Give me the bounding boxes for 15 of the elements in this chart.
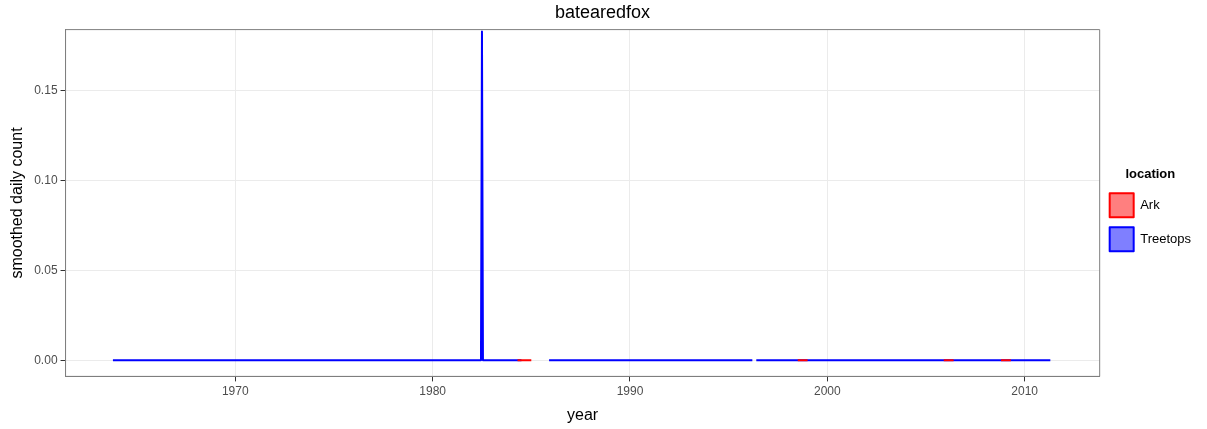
y-tick-label: 0.00 <box>34 352 58 367</box>
legend-title: location <box>1125 165 1176 181</box>
y-axis-title: smoothed daily count <box>8 126 26 279</box>
x-tick-label: 2010 <box>1011 383 1039 398</box>
legend-label: Treetops <box>1140 230 1192 246</box>
x-tick-label: 1970 <box>221 383 249 398</box>
x-tick-label: 1990 <box>616 383 644 398</box>
x-axis-title: year <box>567 405 599 423</box>
chart-title: batearedfox <box>554 1 651 22</box>
x-tick-label: 2000 <box>813 383 841 398</box>
y-tick-label: 0.10 <box>34 172 58 187</box>
y-tick-label: 0.15 <box>34 83 58 98</box>
x-tick-label: 1980 <box>419 383 447 398</box>
y-tick-label: 0.05 <box>34 262 58 277</box>
legend-label: Ark <box>1140 196 1161 212</box>
